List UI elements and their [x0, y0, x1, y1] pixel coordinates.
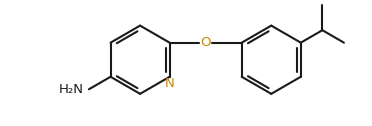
Text: H₂N: H₂N — [59, 83, 84, 96]
Text: O: O — [201, 36, 211, 49]
Text: N: N — [165, 77, 174, 90]
